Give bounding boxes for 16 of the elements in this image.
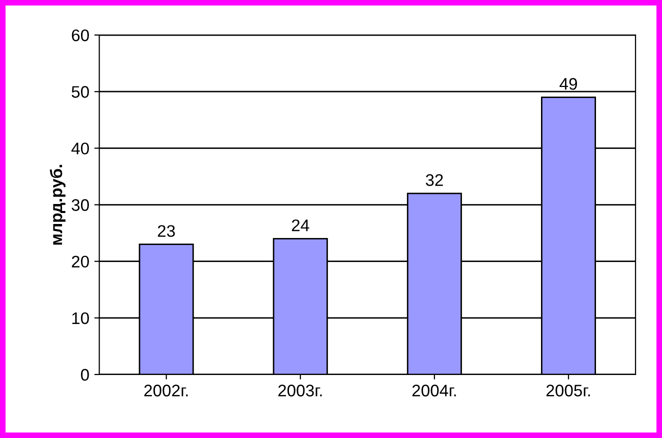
data-label: 49 xyxy=(560,78,577,90)
data-label: 23 xyxy=(158,225,175,237)
y-axis-title: млрд.руб. xyxy=(50,164,66,245)
x-tick-label: 2005г. xyxy=(546,384,590,396)
y-tick-label: 50 xyxy=(72,86,89,98)
data-label: 32 xyxy=(426,174,443,186)
y-tick-label: 30 xyxy=(72,199,89,211)
x-tick-label: 2002г. xyxy=(144,384,188,396)
y-tick-label: 20 xyxy=(72,256,89,268)
x-tick-label: 2004г. xyxy=(412,384,456,396)
y-tick-label: 40 xyxy=(71,142,89,154)
y-tick-label: 10 xyxy=(72,312,89,324)
data-label: 24 xyxy=(292,219,310,232)
y-tick-label: 60 xyxy=(72,29,89,42)
x-tick-label: 2003г. xyxy=(278,384,322,396)
y-tick-label: 0 xyxy=(80,368,89,381)
